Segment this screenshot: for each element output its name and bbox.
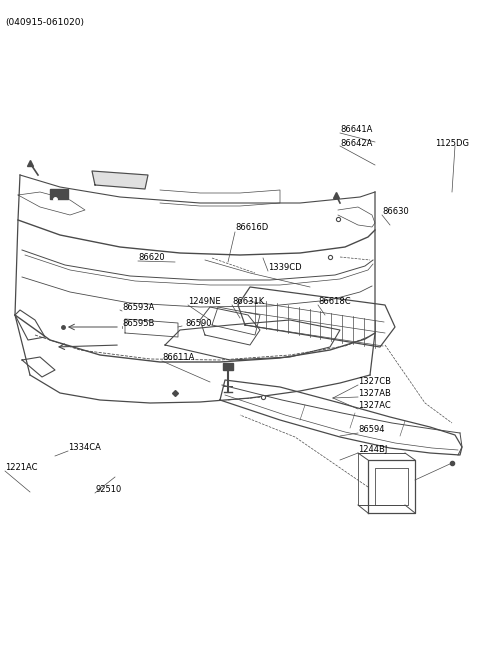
Text: 1334CA: 1334CA <box>68 443 101 453</box>
Bar <box>223 363 233 370</box>
Text: 1327AB: 1327AB <box>358 390 391 398</box>
Text: 86593A: 86593A <box>122 303 155 312</box>
Text: 86620: 86620 <box>138 253 165 263</box>
Text: (040915-061020): (040915-061020) <box>5 18 84 27</box>
Text: 1327CB: 1327CB <box>358 377 391 386</box>
Text: 86642A: 86642A <box>340 138 372 147</box>
Text: 86595B: 86595B <box>122 318 155 328</box>
Text: 1327AC: 1327AC <box>358 402 391 411</box>
Text: 86611A: 86611A <box>162 354 194 362</box>
Text: 86618C: 86618C <box>318 297 350 307</box>
Polygon shape <box>92 171 148 189</box>
Text: 1339CD: 1339CD <box>268 263 301 272</box>
Text: 86641A: 86641A <box>340 126 372 134</box>
Bar <box>50 189 68 199</box>
Text: 86630: 86630 <box>382 208 409 217</box>
Text: 1221AC: 1221AC <box>5 464 37 472</box>
Text: 86590: 86590 <box>185 318 212 328</box>
Text: 86616D: 86616D <box>235 223 268 233</box>
Text: 86631K: 86631K <box>232 297 264 307</box>
Text: 1125DG: 1125DG <box>435 138 469 147</box>
Text: 1249NE: 1249NE <box>188 297 221 307</box>
Text: 1244BJ: 1244BJ <box>358 445 387 455</box>
Text: 86594: 86594 <box>358 426 384 434</box>
Text: 92510: 92510 <box>95 485 121 495</box>
